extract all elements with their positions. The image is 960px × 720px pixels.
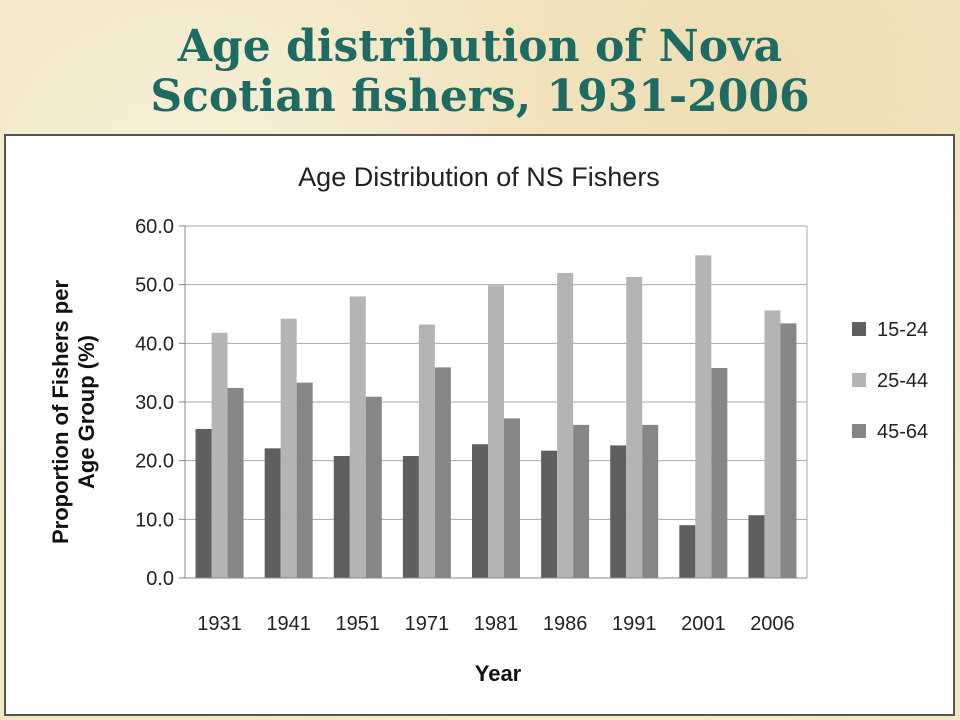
x-tick-label: 1981 [474,613,519,635]
bar-45-64-1981 [504,418,520,578]
x-tick-label: 1986 [543,613,588,635]
legend: 15-24 25-44 45-64 [852,319,928,443]
y-tick-label: 60.0 [135,216,174,238]
bar-15-24-1986 [541,450,558,578]
bar-25-44-1971 [418,324,435,578]
x-tick-label: 1991 [612,613,657,635]
bar-45-64-1986 [573,424,590,578]
bar-45-64-1991 [642,424,659,578]
y-tick-label: 50.0 [135,275,174,297]
bar-15-24-2006 [748,515,765,578]
bar-45-64-2001 [711,367,728,578]
bar-45-64-1941 [296,382,313,578]
y-tick-label: 30.0 [135,392,174,414]
x-tick-label: 1931 [197,613,242,635]
bars [195,255,797,578]
legend-swatch [852,322,866,336]
legend-swatch [852,424,866,438]
y-tick-label: 0.0 [146,568,174,590]
bar-25-44-1991 [626,277,643,578]
legend-label: 45-64 [877,421,928,443]
bar-25-44-1931 [211,332,228,578]
bar-15-24-1941 [264,448,281,578]
bar-25-44-1941 [280,318,297,578]
bar-45-64-1971 [434,367,451,578]
y-tick-label: 40.0 [135,333,174,355]
bar-45-64-2006 [780,323,797,578]
axes: 0.0 10.0 20.0 30.0 40.0 50.0 60.0 1931 1941 1951 1… [135,216,807,635]
bar-15-24-1931 [195,428,212,578]
y-tick-label: 20.0 [135,451,174,473]
slide-title: Age distribution of Nova Scotian fishers… [0,22,960,122]
legend-label: 15-24 [877,319,928,341]
bar-15-24-1971 [402,455,419,578]
legend-swatch [852,373,866,387]
bar-15-24-1981 [472,444,488,578]
bar-15-24-1951 [333,455,350,578]
x-tick-label: 1951 [336,613,381,635]
x-tick-label: 1971 [405,613,450,635]
chart-title: Age Distribution of NS Fishers [298,162,660,192]
bar-45-64-1931 [227,387,244,578]
x-tick-label: 2006 [750,613,795,635]
y-axis-title-line-2: Age Group (%) [74,335,99,489]
slide-title-line-1: Age distribution of Nova [177,21,783,72]
x-tick-label: 2001 [681,613,726,635]
bar-25-44-1981 [488,285,504,578]
bar-45-64-1951 [365,396,382,578]
x-tick-label: 1941 [266,613,311,635]
y-tick-label: 10.0 [135,509,174,531]
slide-title-line-2: Scotian fishers, 1931-2006 [150,71,810,122]
x-axis-title: Year [475,661,522,686]
chart-frame: Age Distribution of NS Fishers Proportio… [4,134,955,716]
y-axis-title-line-1: Proportion of Fishers per [48,280,73,544]
bar-15-24-1991 [610,445,627,578]
legend-label: 25-44 [877,370,928,392]
bar-chart: Age Distribution of NS Fishers Proportio… [48,162,928,686]
bar-25-44-2001 [695,255,712,578]
bar-15-24-2001 [679,525,696,578]
bar-25-44-1951 [349,296,366,578]
bar-25-44-1986 [557,272,574,578]
bar-25-44-2006 [764,310,781,578]
